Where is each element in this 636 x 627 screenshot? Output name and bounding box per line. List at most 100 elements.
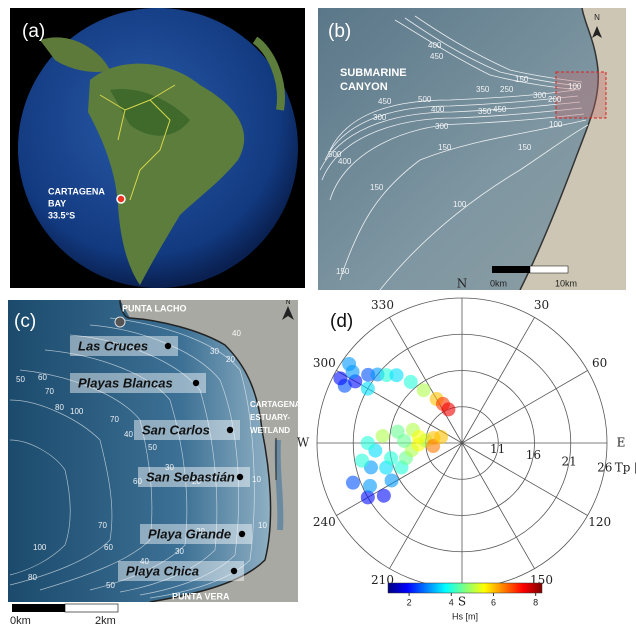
beach-marker [237, 474, 243, 480]
theta-tick-label: N [457, 277, 468, 291]
data-point [333, 371, 347, 385]
data-point [384, 451, 398, 465]
feature-label: SUBMARINE [340, 67, 407, 79]
contour-label: 50 [148, 443, 157, 452]
contour-label: 400 [431, 105, 445, 114]
north-label: N [594, 13, 600, 22]
contour-label: 80 [55, 403, 64, 412]
scale-label: 0km [10, 615, 31, 627]
headland-label: PUNTA VERA [172, 591, 230, 601]
panel-a: (a) CARTAGENA BAY 33.5°S [10, 8, 305, 288]
place-label: CARTAGENA [48, 186, 105, 196]
data-point [390, 368, 404, 382]
contour-label: 10 [258, 521, 267, 530]
data-point [441, 402, 455, 416]
colorbar-label: Hs [m] [452, 611, 478, 621]
contour-label: 70 [110, 415, 119, 424]
contour-label: 40 [124, 430, 133, 439]
colorbar [388, 583, 542, 593]
data-point [397, 434, 411, 448]
contour-label: 100 [33, 543, 47, 552]
theta-tick-label: S [458, 595, 466, 609]
theta-tick-label: 240 [313, 515, 336, 529]
figure: (a) CARTAGENA BAY 33.5°S (b) SUBMARINE C… [0, 0, 636, 627]
data-point [355, 454, 369, 468]
contour-label: 400 [338, 157, 352, 166]
theta-tick-label: W [297, 436, 310, 450]
contour-label: 150 [438, 143, 452, 152]
contour-label: 300 [373, 113, 387, 122]
contour-label: 300 [435, 122, 449, 131]
contour-label: 350 [476, 85, 490, 94]
data-point [385, 473, 399, 487]
colorbar-tick-label: 4 [449, 597, 454, 607]
contour-label: 30 [210, 347, 219, 356]
contour-label: 100 [70, 407, 84, 416]
beach-marker [165, 343, 171, 349]
contour-label: 450 [493, 105, 507, 114]
r-tick-label: 26 [597, 461, 612, 475]
data-point [342, 357, 356, 371]
theta-tick-label: 60 [592, 356, 607, 370]
beach-label: Playas Blancas [78, 375, 173, 390]
beach-marker [231, 568, 237, 574]
contour-label: 80 [28, 573, 37, 582]
contour-label: 50 [106, 581, 115, 590]
panel-label: (a) [22, 21, 45, 42]
data-point [404, 375, 418, 389]
panel-label: (c) [14, 311, 36, 332]
study-area-box [556, 72, 606, 118]
contour-label: 100 [549, 120, 563, 129]
theta-tick-label: 300 [313, 356, 336, 370]
contour-label: 70 [45, 387, 54, 396]
contour-label: 100 [453, 200, 467, 209]
north-label: N [285, 299, 290, 306]
panel-label: (d) [330, 311, 353, 332]
colorbar-tick-label: 2 [407, 597, 412, 607]
beach-label: San Carlos [142, 422, 210, 437]
contour-label: 200 [548, 95, 562, 104]
data-point [417, 383, 431, 397]
site-marker [117, 195, 125, 203]
beach-label: Playa Grande [148, 526, 231, 541]
wetland-label: ESTUARY- [250, 413, 290, 422]
contour-label: 150 [518, 143, 532, 152]
r-tick-label: 11 [490, 442, 505, 456]
beach-marker [227, 427, 233, 433]
contour-label: 60 [38, 373, 47, 382]
theta-tick-label: 30 [534, 298, 549, 312]
scale-label: 10km [555, 278, 577, 288]
contour-label: 350 [478, 107, 492, 116]
scale-bar [492, 266, 530, 273]
beach-marker [239, 531, 245, 537]
contour-label: 60 [104, 543, 113, 552]
scale-bar [12, 604, 65, 612]
scale-label: 0km [490, 278, 507, 288]
headland-marker [115, 317, 125, 327]
contour-label: 50 [16, 375, 25, 384]
panel-label: (b) [328, 21, 351, 42]
beach-label: Playa Chica [126, 563, 199, 578]
contour-label: 250 [500, 85, 514, 94]
data-point [377, 489, 391, 503]
data-point [361, 436, 375, 450]
data-point [376, 429, 390, 443]
contour-label: 150 [370, 183, 384, 192]
beach-marker [193, 380, 199, 386]
colorbar-tick-label: 8 [533, 597, 538, 607]
contour-label: 30 [175, 547, 184, 556]
grid-spoke [462, 317, 535, 443]
data-point [346, 476, 360, 490]
feature-label: CANYON [340, 81, 388, 93]
wetland-label: CARTAGENA [250, 400, 301, 409]
place-label: BAY [48, 198, 66, 208]
scale-bar [65, 604, 118, 612]
theta-tick-label: 120 [588, 515, 611, 529]
contour-label: 40 [232, 329, 241, 338]
data-point [412, 430, 426, 444]
scale-label: 2km [95, 615, 116, 627]
contour-label: 450 [378, 97, 392, 106]
contour-label: 400 [428, 41, 442, 50]
r-tick-label: 16 [526, 448, 541, 462]
beach-label: San Sebastián [146, 469, 235, 484]
